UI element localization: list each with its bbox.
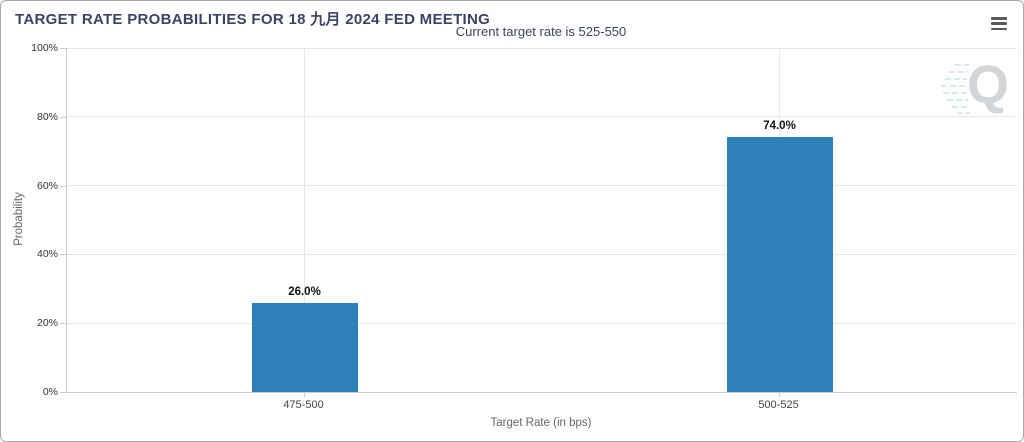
y-axis-tick-label: 20% <box>36 317 58 330</box>
y-gridline <box>67 47 1017 49</box>
x-axis-tick <box>303 392 305 397</box>
y-axis-tick <box>60 392 66 393</box>
y-axis-tick <box>60 116 66 118</box>
bar-500-525[interactable] <box>726 137 833 392</box>
y-axis-title: Probability <box>13 192 25 246</box>
y-gridline <box>67 322 1017 324</box>
hamburger-bar <box>991 27 1007 30</box>
x-axis-category-label: 500-525 <box>758 399 799 411</box>
y-axis-tick <box>60 48 66 49</box>
bar-value-label: 26.0% <box>288 285 321 298</box>
x-gridline <box>304 48 305 392</box>
watermark-dash-lines-icon <box>941 64 970 114</box>
hamburger-bar <box>991 22 1007 25</box>
y-axis-tick-label: 40% <box>36 248 58 261</box>
y-gridline <box>67 185 1017 187</box>
x-axis-title: Target Rate (in bps) <box>490 417 592 429</box>
y-axis-tick-label: 100% <box>31 42 58 54</box>
y-axis-tick-label: 80% <box>36 110 58 123</box>
y-gridline <box>67 116 1017 118</box>
x-axis-category-label: 475-500 <box>283 399 324 411</box>
y-axis-tick <box>60 185 66 187</box>
y-axis-tick-label: 0% <box>42 386 58 398</box>
y-axis-tick <box>60 254 66 256</box>
chart-subtitle: Current target rate is 525-550 <box>455 24 627 39</box>
chart-title: TARGET RATE PROBABILITIES FOR 18 九月 2024… <box>15 11 491 28</box>
y-axis-tick-label: 60% <box>36 179 58 192</box>
q-logo-letter: Q <box>966 55 1009 115</box>
hamburger-menu-icon[interactable] <box>991 17 1007 30</box>
y-axis-tick <box>60 323 66 325</box>
bar-475-500[interactable] <box>251 302 358 392</box>
hamburger-bar <box>991 17 1007 20</box>
x-axis-tick <box>778 392 780 397</box>
plot-area: 26.0% 74.0% <box>66 47 1017 393</box>
bar-value-label: 74.0% <box>763 120 796 133</box>
watermark-logo: Q <box>939 55 1009 119</box>
y-gridline <box>67 253 1017 255</box>
